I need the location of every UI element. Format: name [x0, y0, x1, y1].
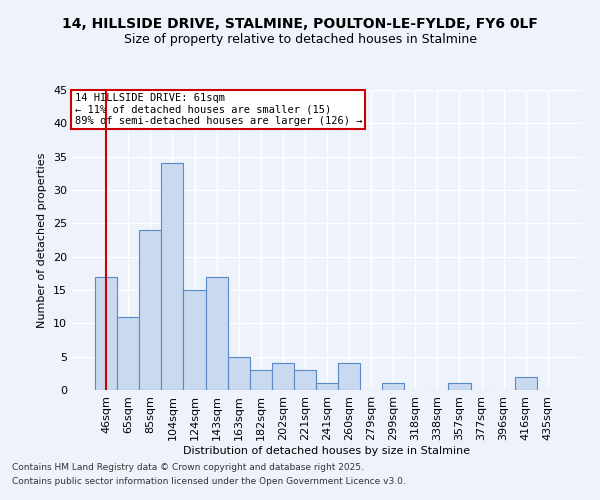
Bar [117, 316, 139, 390]
Text: Size of property relative to detached houses in Stalmine: Size of property relative to detached ho… [124, 32, 476, 46]
Bar [139, 230, 161, 390]
Text: 14 HILLSIDE DRIVE: 61sqm
← 11% of detached houses are smaller (15)
89% of semi-d: 14 HILLSIDE DRIVE: 61sqm ← 11% of detach… [74, 93, 362, 126]
Text: Contains public sector information licensed under the Open Government Licence v3: Contains public sector information licen… [12, 478, 406, 486]
Bar [272, 364, 294, 390]
Bar [227, 356, 250, 390]
Bar [382, 384, 404, 390]
Bar [338, 364, 360, 390]
X-axis label: Distribution of detached houses by size in Stalmine: Distribution of detached houses by size … [184, 446, 470, 456]
Y-axis label: Number of detached properties: Number of detached properties [37, 152, 47, 328]
Bar [95, 276, 117, 390]
Bar [448, 384, 470, 390]
Bar [184, 290, 206, 390]
Bar [161, 164, 184, 390]
Bar [250, 370, 272, 390]
Bar [206, 276, 227, 390]
Bar [515, 376, 537, 390]
Bar [294, 370, 316, 390]
Text: Contains HM Land Registry data © Crown copyright and database right 2025.: Contains HM Land Registry data © Crown c… [12, 462, 364, 471]
Text: 14, HILLSIDE DRIVE, STALMINE, POULTON-LE-FYLDE, FY6 0LF: 14, HILLSIDE DRIVE, STALMINE, POULTON-LE… [62, 18, 538, 32]
Bar [316, 384, 338, 390]
